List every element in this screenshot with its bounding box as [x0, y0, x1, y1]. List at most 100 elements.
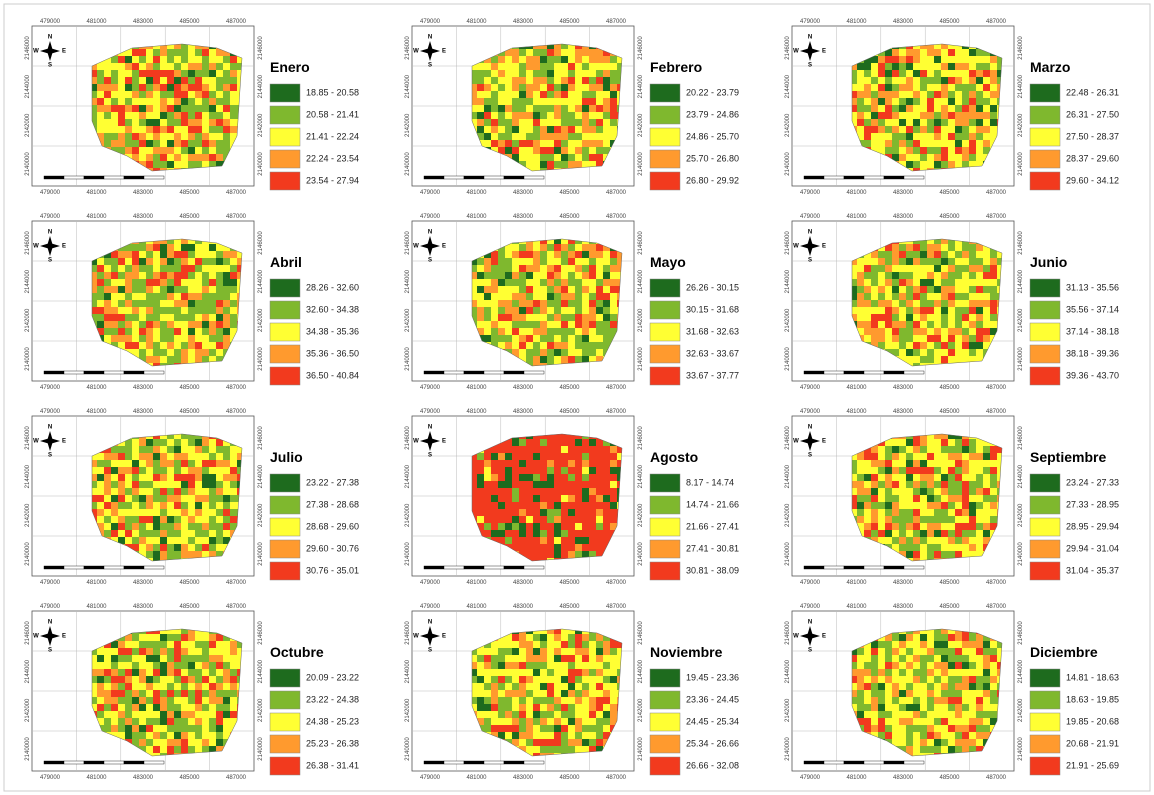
- raster-cell: [526, 474, 534, 482]
- raster-cell: [146, 446, 154, 454]
- raster-cell: [202, 112, 210, 120]
- raster-cell: [104, 474, 112, 482]
- raster-cell: [575, 293, 583, 301]
- raster-cell: [230, 98, 238, 106]
- raster-cell: [554, 669, 562, 677]
- raster-cell: [139, 161, 147, 169]
- raster-cell: [519, 711, 527, 719]
- raster-cell: [934, 349, 942, 357]
- raster-cell: [934, 49, 942, 57]
- raster-cell: [885, 126, 893, 134]
- raster-cell: [139, 662, 147, 670]
- raster-cell: [139, 711, 147, 719]
- raster-cell: [906, 112, 914, 120]
- raster-cell: [533, 697, 541, 705]
- raster-cell: [927, 516, 935, 524]
- raster-cell: [913, 168, 921, 171]
- raster-cell: [209, 662, 217, 670]
- raster-cell: [160, 77, 168, 85]
- raster-cell: [125, 335, 133, 343]
- raster-cell: [160, 239, 168, 245]
- raster-cell: [561, 56, 569, 64]
- raster-cell: [526, 147, 534, 155]
- raster-cell: [941, 265, 949, 273]
- raster-cell: [526, 342, 534, 350]
- raster-cell: [561, 77, 569, 85]
- raster-cell: [969, 161, 977, 169]
- raster-cell: [575, 265, 583, 273]
- raster-cell: [857, 84, 865, 92]
- raster-cell: [477, 286, 485, 294]
- raster-cell: [188, 265, 196, 273]
- raster-cell: [934, 84, 942, 92]
- raster-cell: [230, 495, 238, 503]
- raster-cell: [125, 453, 133, 461]
- raster-cell: [864, 112, 872, 120]
- raster-cell: [104, 279, 112, 287]
- raster-cell: [927, 439, 935, 447]
- raster-cell: [927, 70, 935, 78]
- raster-cell: [596, 49, 604, 57]
- raster-cell: [153, 84, 161, 92]
- raster-cell: [132, 690, 140, 698]
- raster-cell: [146, 70, 154, 78]
- raster-cell: [955, 286, 963, 294]
- raster-cell: [533, 98, 541, 106]
- raster-cell: [526, 321, 534, 329]
- raster-cell: [512, 140, 520, 148]
- raster-cell: [477, 467, 485, 475]
- raster-cell: [603, 683, 611, 691]
- raster-cell: [104, 314, 112, 322]
- raster-cell: [533, 44, 541, 50]
- raster-cell: [174, 112, 182, 120]
- raster-cell: [864, 314, 872, 322]
- legend-swatch: [649, 171, 681, 191]
- legend-swatch: [269, 561, 301, 581]
- raster-cell: [484, 683, 492, 691]
- raster-cell: [540, 467, 548, 475]
- raster-cell: [498, 509, 506, 517]
- raster-cell: [547, 98, 555, 106]
- raster-cell: [195, 154, 203, 162]
- raster-cell: [174, 474, 182, 482]
- raster-cell: [132, 119, 140, 127]
- raster-cell: [188, 49, 196, 57]
- raster-cell: [111, 56, 119, 64]
- raster-cell: [561, 439, 569, 447]
- raster-cell: [857, 453, 865, 461]
- raster-cell: [174, 516, 182, 524]
- raster-cell: [181, 84, 189, 92]
- raster-cell: [948, 70, 956, 78]
- raster-cell: [505, 676, 513, 684]
- raster-cell: [132, 732, 140, 740]
- raster-cell: [216, 244, 224, 252]
- legend-swatch: [269, 668, 301, 688]
- raster-cell: [603, 70, 611, 78]
- raster-cell: [962, 446, 970, 454]
- raster-cell: [512, 84, 520, 92]
- raster-cell: [596, 349, 604, 357]
- raster-cell: [153, 718, 161, 726]
- raster-cell: [188, 98, 196, 106]
- raster-cell: [589, 481, 597, 489]
- raster-cell: [575, 648, 583, 656]
- raster-cell: [125, 662, 133, 670]
- y-coordinate-label: 2140000: [785, 152, 791, 176]
- raster-cell: [976, 279, 984, 287]
- raster-cell: [153, 732, 161, 740]
- raster-cell: [146, 495, 154, 503]
- raster-cell: [575, 133, 583, 141]
- raster-cell: [195, 133, 203, 141]
- x-coordinate-label: 485000: [939, 214, 960, 220]
- legend-swatch: [649, 539, 681, 559]
- x-coordinate-label: 483000: [513, 214, 534, 220]
- raster-cell: [188, 641, 196, 649]
- raster-cell: [111, 272, 119, 280]
- raster-cell: [934, 342, 942, 350]
- raster-cell: [561, 258, 569, 266]
- raster-cell: [941, 44, 949, 50]
- compass-w: W: [793, 439, 799, 445]
- raster-cell: [962, 49, 970, 57]
- raster-cell: [505, 84, 513, 92]
- x-coordinate-label: 487000: [986, 19, 1007, 25]
